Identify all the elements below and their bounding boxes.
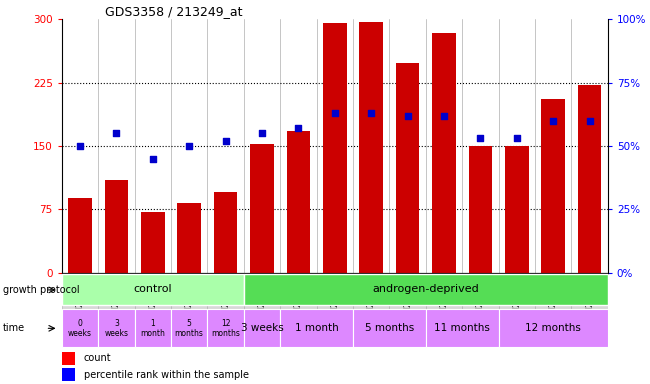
Text: control: control <box>133 284 172 294</box>
Bar <box>62 273 98 332</box>
Text: 0
weeks: 0 weeks <box>68 319 92 338</box>
Text: percentile rank within the sample: percentile rank within the sample <box>84 370 248 380</box>
Bar <box>135 19 171 273</box>
Bar <box>105 180 128 273</box>
Bar <box>244 273 280 332</box>
Bar <box>171 273 207 332</box>
Bar <box>250 144 274 273</box>
Bar <box>353 273 389 332</box>
Bar <box>62 274 244 306</box>
Bar <box>571 273 608 332</box>
Bar <box>207 19 244 273</box>
Point <box>220 138 231 144</box>
Bar <box>135 310 171 347</box>
Bar <box>98 273 135 332</box>
Text: 5
months: 5 months <box>175 319 203 338</box>
Bar <box>317 273 353 332</box>
Text: 3
weeks: 3 weeks <box>105 319 128 338</box>
Bar <box>62 368 75 381</box>
Text: GDS3358 / 213249_at: GDS3358 / 213249_at <box>105 5 243 18</box>
Bar <box>389 19 426 273</box>
Text: count: count <box>84 353 111 363</box>
Bar <box>469 146 492 273</box>
Bar <box>287 131 310 273</box>
Bar <box>244 274 608 306</box>
Bar <box>171 19 207 273</box>
Point <box>548 118 558 124</box>
Bar <box>62 19 98 273</box>
Bar <box>535 273 571 332</box>
Bar <box>207 310 244 347</box>
Bar <box>353 310 426 347</box>
Text: androgen-deprived: androgen-deprived <box>372 284 479 294</box>
Text: 12
months: 12 months <box>211 319 240 338</box>
Text: 1
month: 1 month <box>140 319 165 338</box>
Bar <box>244 310 280 347</box>
Point <box>148 156 158 162</box>
Bar <box>389 273 426 332</box>
Bar <box>571 19 608 273</box>
Point <box>293 125 304 131</box>
Bar <box>280 273 317 332</box>
Text: 1 month: 1 month <box>294 323 339 333</box>
Bar <box>396 63 419 273</box>
Bar <box>499 19 535 273</box>
Bar <box>462 19 499 273</box>
Point <box>402 113 413 119</box>
Bar <box>499 310 608 347</box>
Bar <box>214 192 237 273</box>
Bar <box>135 273 171 332</box>
Point <box>584 118 595 124</box>
Bar <box>353 19 389 273</box>
Bar <box>426 273 462 332</box>
Bar <box>171 310 207 347</box>
Point <box>439 113 449 119</box>
Point <box>512 135 522 141</box>
Bar <box>426 19 462 273</box>
Text: 12 months: 12 months <box>525 323 581 333</box>
Bar <box>462 273 499 332</box>
Bar <box>578 85 601 273</box>
Bar <box>359 22 383 273</box>
Point <box>111 130 122 136</box>
Point <box>257 130 267 136</box>
Bar <box>499 273 535 332</box>
Bar <box>98 310 135 347</box>
Point <box>475 135 486 141</box>
Bar <box>177 202 201 273</box>
Point <box>184 143 194 149</box>
Bar <box>207 273 244 332</box>
Bar <box>141 212 164 273</box>
Bar <box>98 19 135 273</box>
Bar <box>62 310 98 347</box>
Text: growth protocol: growth protocol <box>3 285 80 295</box>
Text: 11 months: 11 months <box>434 323 490 333</box>
Bar <box>280 310 353 347</box>
Bar <box>426 310 499 347</box>
Point <box>330 110 340 116</box>
Bar <box>317 19 353 273</box>
Text: 3 weeks: 3 weeks <box>240 323 283 333</box>
Bar <box>68 198 92 273</box>
Text: 5 months: 5 months <box>365 323 414 333</box>
Bar <box>244 19 280 273</box>
Text: time: time <box>3 323 25 333</box>
Bar <box>62 352 75 365</box>
Bar <box>280 19 317 273</box>
Point <box>75 143 85 149</box>
Bar <box>323 23 346 273</box>
Bar <box>432 33 456 273</box>
Bar <box>535 19 571 273</box>
Bar <box>541 99 565 273</box>
Bar <box>505 146 528 273</box>
Point <box>366 110 376 116</box>
